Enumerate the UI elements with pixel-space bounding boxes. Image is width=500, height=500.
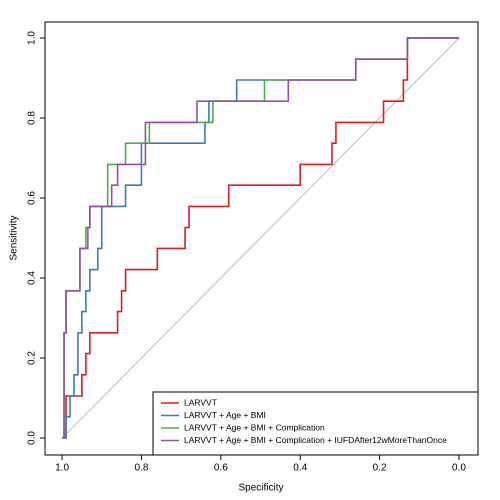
y-tick-label: 0.6 [27,191,38,205]
roc-curve [62,37,459,439]
x-axis-label: Specificity [238,483,283,494]
legend: LARVVT LARVVT + Age + BMI LARVVT + Age + B… [152,391,479,456]
legend-label: LARVVT + Age + BMI + Complication [184,422,325,432]
diagonal [61,37,460,439]
x-tick-label: 0.0 [452,463,466,474]
y-tick-label: 1.0 [27,31,38,45]
legend-label: LARVVT + Age + BMI [184,410,266,420]
x-tick-label: 0.2 [373,463,387,474]
y-tick-label: 0.0 [27,431,38,445]
y-axis-label: Sensitivity [9,215,20,260]
legend-label: LARVVT + Age + BMI + Complication + IUFD… [184,435,447,445]
x-tick-label: 0.4 [293,463,307,474]
y-tick-label: 0.8 [27,111,38,125]
legend-box [152,391,479,456]
y-tick-label: 0.2 [27,351,38,365]
roc-curve [62,37,459,439]
y-tick-label: 0.4 [27,271,38,285]
x-tick-label: 1.0 [55,463,69,474]
x-tick-label: 0.8 [134,463,148,474]
roc-curve [62,37,459,439]
legend-label: LARVVT [184,397,217,407]
x-tick-label: 0.6 [214,463,228,474]
